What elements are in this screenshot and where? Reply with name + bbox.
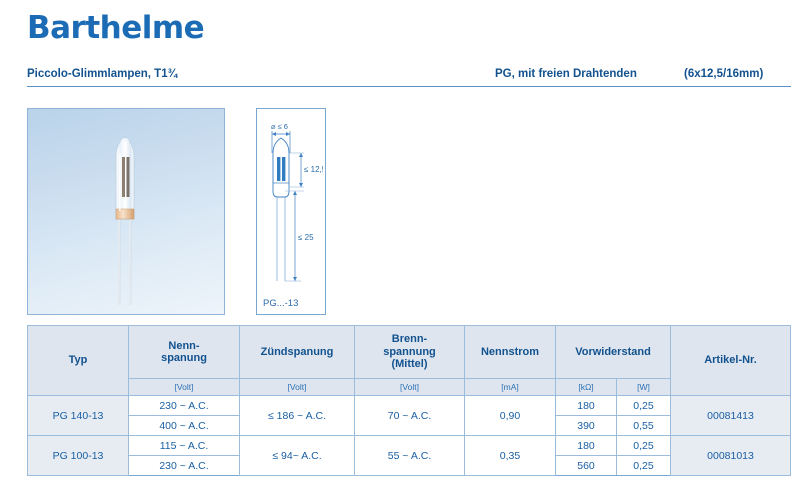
technical-drawing: ⌀ ≤ 6 ≤ 12,5 ≤ 25 PG...-13: [256, 108, 326, 315]
drawing-caption: PG...-13: [263, 298, 299, 309]
title-divider: [27, 86, 791, 87]
cell-artikel: 00081413: [670, 395, 791, 436]
col-header-nennspanung-line2: spanung: [161, 352, 207, 364]
unit-zuendspanung: [Volt]: [239, 378, 355, 396]
cell-brennspannung: 55 ~ A.C.: [354, 435, 465, 476]
cell-brennspannung: 70 ~ A.C.: [354, 395, 465, 436]
col-header-brennspannung-line2: spannung: [383, 345, 436, 358]
table-row: 230 ~ A.C. 560 0,25: [28, 455, 791, 476]
cell-vorwiderstand-w: 0,25: [616, 435, 671, 456]
brand-logo: Barthelme: [27, 10, 205, 46]
cell-vorwiderstand-kohm: 560: [555, 455, 617, 476]
specification-table: Typ Nenn- spanung Zündspanung Brenn- spa…: [27, 325, 791, 476]
diameter-label: ⌀ ≤ 6: [271, 122, 288, 131]
cell-zuendspanung: ≤ 186 ~ A.C.: [239, 395, 355, 436]
unit-nennspanung: [Volt]: [128, 378, 240, 396]
lamp-photo-graphic: [115, 136, 135, 305]
height-label: ≤ 12,5: [304, 165, 323, 174]
cell-zuendspanung: ≤ 94~ A.C.: [239, 435, 355, 476]
page-dimensions: (6x12,5/16mm): [684, 68, 764, 80]
table-header-row: Typ Nenn- spanung Zündspanung Brenn- spa…: [27, 325, 791, 396]
col-header-brennspannung-line1: Brenn-: [391, 333, 428, 346]
col-header-vorwiderstand: Vorwiderstand: [555, 325, 671, 379]
table-row: 400 ~ A.C. 390 0,55: [28, 415, 791, 436]
length-label: ≤ 25: [298, 233, 314, 242]
table-row: PG 100-13 115 ~ A.C. ≤ 94~ A.C. 55 ~ A.C…: [27, 435, 791, 476]
col-header-brennspannung-line3: (Mittel): [391, 358, 428, 371]
cell-nennspanung: 230 ~ A.C.: [128, 455, 240, 476]
cell-nennspanung: 400 ~ A.C.: [128, 415, 240, 436]
cell-vorwiderstand-w: 0,25: [616, 395, 671, 416]
col-header-brennspannung: Brenn- spannung (Mittel): [354, 325, 465, 379]
unit-vorwiderstand-kohm: [kΩ]: [555, 378, 617, 396]
cell-typ: PG 140-13: [27, 395, 129, 436]
page-title-bar: Piccolo-Glimmlampen, T1¾ PG, mit freien …: [27, 68, 791, 88]
cell-vorwiderstand-kohm: 180: [555, 395, 617, 416]
unit-brennspannung: [Volt]: [354, 378, 465, 396]
cell-nennstrom: 0,35: [464, 435, 556, 476]
page-title: Piccolo-Glimmlampen, T1¾: [27, 68, 178, 80]
cell-nennspanung: 115 ~ A.C.: [128, 435, 240, 456]
unit-vorwiderstand-w: [W]: [616, 378, 671, 396]
col-header-zuendspanung: Zündspanung: [239, 325, 355, 379]
col-header-artikel: Artikel-Nr.: [670, 325, 791, 396]
cell-vorwiderstand-w: 0,25: [616, 455, 671, 476]
cell-vorwiderstand-kohm: 180: [555, 435, 617, 456]
drawing-graphic: ⌀ ≤ 6 ≤ 12,5 ≤ 25: [271, 122, 323, 282]
unit-nennstrom: [mA]: [464, 378, 556, 396]
cell-nennspanung: 230 ~ A.C.: [128, 395, 240, 416]
product-photo: [27, 108, 225, 315]
cell-typ: PG 100-13: [27, 435, 129, 476]
page-subtitle: PG, mit freien Drahtenden: [495, 68, 637, 80]
col-header-nennspanung-line1: Nenn-: [168, 339, 200, 352]
col-header-nennspanung: Nenn- spanung: [128, 325, 240, 379]
cell-vorwiderstand-w: 0,55: [616, 415, 671, 436]
table-row: PG 140-13 230 ~ A.C. ≤ 186 ~ A.C. 70 ~ A…: [27, 395, 791, 436]
cell-vorwiderstand-kohm: 390: [555, 415, 617, 436]
cell-nennstrom: 0,90: [464, 395, 556, 436]
col-header-typ: Typ: [27, 325, 129, 396]
cell-artikel: 00081013: [670, 435, 791, 476]
table-unit-row: [Volt] [Volt] [Volt] [mA] [kΩ] [W]: [28, 378, 791, 396]
col-header-nennstrom: Nennstrom: [464, 325, 556, 379]
